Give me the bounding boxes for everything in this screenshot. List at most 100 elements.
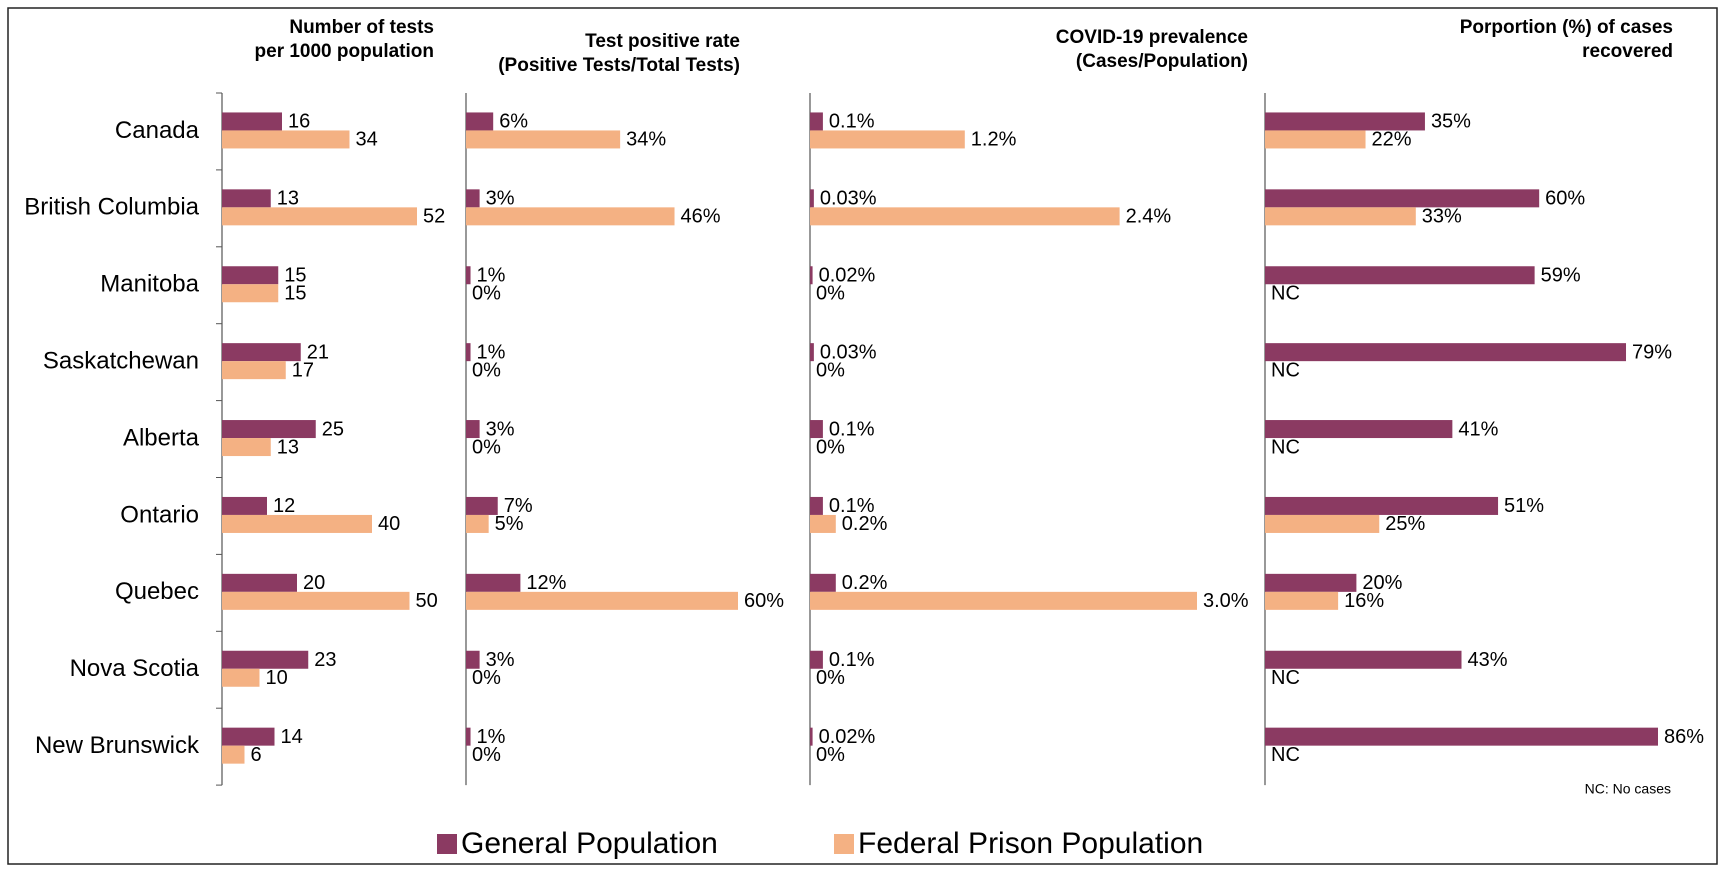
bar: [810, 591, 1197, 610]
value-label: 34: [356, 129, 378, 151]
bar: [1265, 496, 1499, 515]
value-label: 79%: [1632, 341, 1672, 363]
y-tick-label: Alberta: [123, 424, 200, 451]
bar: [1265, 343, 1627, 362]
value-label: 16%: [1344, 590, 1384, 612]
value-label: 17: [292, 359, 314, 381]
value-label: 0.1%: [829, 495, 875, 517]
y-tick-label: British Columbia: [24, 194, 199, 221]
bar: [222, 266, 279, 285]
value-label: 60%: [1545, 188, 1585, 210]
value-label: 0%: [472, 436, 501, 458]
value-label: 15: [284, 265, 306, 287]
value-label: 52: [423, 206, 445, 228]
panel-title: COVID-19 prevalence (Cases/Population): [1055, 27, 1248, 72]
value-label: 12%: [526, 572, 566, 594]
bar: [222, 207, 417, 226]
value-label: 7%: [504, 495, 533, 517]
bar: [810, 514, 836, 533]
bar: [810, 207, 1120, 226]
value-label: 14: [281, 726, 303, 748]
bar: [810, 573, 836, 592]
value-label: 0%: [472, 667, 501, 689]
bar: [466, 266, 471, 285]
bar: [222, 284, 279, 303]
value-label: NC: [1271, 667, 1300, 689]
value-label: 1%: [477, 265, 506, 287]
bar: [810, 189, 814, 208]
value-label: 35%: [1431, 111, 1471, 133]
bar: [222, 438, 271, 457]
bar: [466, 650, 480, 669]
bar: [222, 420, 316, 439]
value-label: 0.1%: [829, 649, 875, 671]
bar: [1265, 420, 1453, 439]
bar: [222, 591, 410, 610]
value-label: 13: [277, 436, 299, 458]
annotation: NC: No cases: [1585, 781, 1671, 797]
bar: [222, 514, 372, 533]
bar: [466, 496, 498, 515]
value-label: 0.2%: [842, 572, 888, 594]
bar: [222, 189, 271, 208]
value-label: 6: [251, 744, 262, 766]
y-tick-label: New Brunswick: [35, 732, 200, 759]
value-label: 1%: [477, 341, 506, 363]
value-label: 0.2%: [842, 513, 888, 535]
bar: [466, 514, 489, 533]
bar: [466, 727, 471, 746]
y-tick-label: Saskatchewan: [43, 347, 199, 374]
value-label: 1%: [477, 726, 506, 748]
bar: [1265, 266, 1535, 285]
bar: [222, 745, 245, 764]
bar: [222, 343, 301, 362]
bar: [466, 207, 675, 226]
y-tick-label: Nova Scotia: [70, 655, 200, 682]
legend-swatch: [437, 834, 457, 854]
value-label: NC: [1271, 283, 1300, 305]
value-label: 34%: [626, 129, 666, 151]
bar: [810, 266, 813, 285]
value-label: 1.2%: [971, 129, 1017, 151]
bar: [466, 573, 521, 592]
bar: [466, 112, 494, 131]
value-label: 0%: [816, 667, 845, 689]
legend-label: General Population: [461, 827, 718, 860]
value-label: 0%: [472, 283, 501, 305]
y-tick-label: Ontario: [120, 501, 199, 528]
y-tick-label: Canada: [115, 117, 200, 144]
bar: [1265, 514, 1380, 533]
bar: [466, 591, 738, 610]
value-label: 0%: [472, 359, 501, 381]
value-label: 0%: [816, 283, 845, 305]
bar: [222, 727, 275, 746]
value-label: NC: [1271, 744, 1300, 766]
value-label: 59%: [1541, 265, 1581, 287]
value-label: 16: [288, 111, 310, 133]
value-label: 0%: [816, 436, 845, 458]
bar: [222, 361, 286, 380]
value-label: NC: [1271, 359, 1300, 381]
value-label: 3%: [486, 649, 515, 671]
value-label: 51%: [1504, 495, 1544, 517]
value-label: 33%: [1422, 206, 1462, 228]
value-label: 0.03%: [820, 341, 877, 363]
value-label: 25%: [1385, 513, 1425, 535]
frame: [7, 7, 1718, 865]
panel-title: Porportion (%) of cases recovered: [1459, 17, 1673, 62]
bar: [1265, 650, 1462, 669]
bar: [1265, 130, 1366, 149]
bar: [222, 130, 350, 149]
bar: [1265, 207, 1416, 226]
bar: [466, 343, 471, 362]
bar: [222, 650, 309, 669]
bar: [810, 112, 823, 131]
bar: [222, 668, 260, 687]
panel-title: Test positive rate (Positive Tests/Total…: [498, 31, 740, 76]
value-label: 0.02%: [819, 265, 876, 287]
value-label: 0%: [472, 744, 501, 766]
value-label: 60%: [744, 590, 784, 612]
value-label: 3%: [486, 188, 515, 210]
value-label: 10: [266, 667, 288, 689]
